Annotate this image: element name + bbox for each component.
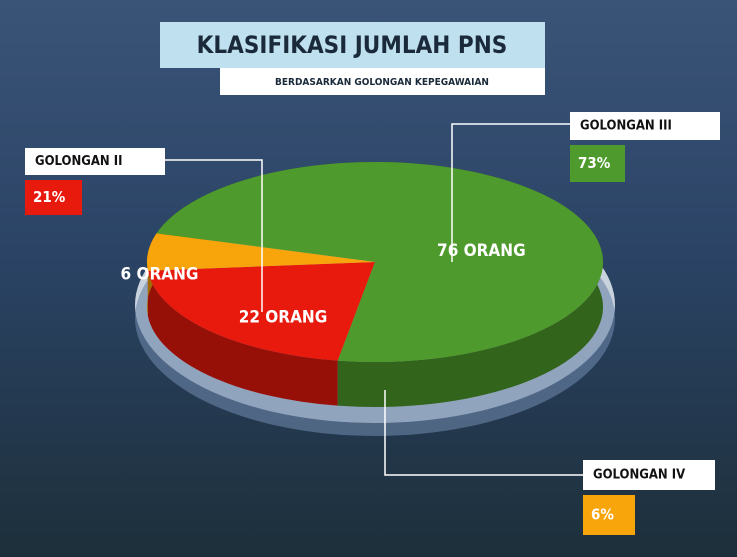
slice-side-shade — [147, 270, 338, 406]
connector — [165, 159, 263, 312]
legend-label: GOLONGAN IV — [593, 468, 685, 483]
count-label: 6 ORANG — [121, 264, 199, 284]
subtitle-box — [220, 68, 545, 95]
value-label: 21% — [33, 188, 66, 206]
legend: GOLONGAN II 21% GOLONGAN III 73% GOLONGAN IV… — [25, 112, 720, 535]
legend-box — [583, 460, 715, 490]
slice-side-group — [147, 270, 338, 406]
title-box — [160, 22, 545, 68]
slice-side — [147, 270, 338, 406]
legend-box — [25, 148, 165, 175]
legend-label: GOLONGAN III — [580, 119, 672, 134]
value-label: 73% — [578, 154, 611, 172]
count-label: 22 ORANG — [239, 307, 328, 327]
legend-swatch — [25, 180, 82, 215]
chart-subtitle: BERDASARKAN GOLONGAN KEPEGAWAIAN — [275, 77, 489, 88]
connector — [451, 123, 570, 262]
legend-swatch — [583, 495, 635, 535]
count-label: 76 ORANG — [437, 241, 526, 261]
connectors — [165, 123, 583, 476]
connector — [384, 390, 583, 476]
slice — [156, 161, 604, 362]
chart-title: KLASIFIKASI JUMLAH PNS — [197, 31, 508, 59]
legend-label: GOLONGAN II — [35, 154, 122, 169]
legend-swatch — [570, 145, 625, 182]
slice — [147, 233, 375, 271]
pie: 22 ORANG 76 ORANG 6 ORANG — [121, 161, 604, 407]
legend-box — [570, 112, 720, 140]
value-label: 6% — [591, 506, 614, 524]
